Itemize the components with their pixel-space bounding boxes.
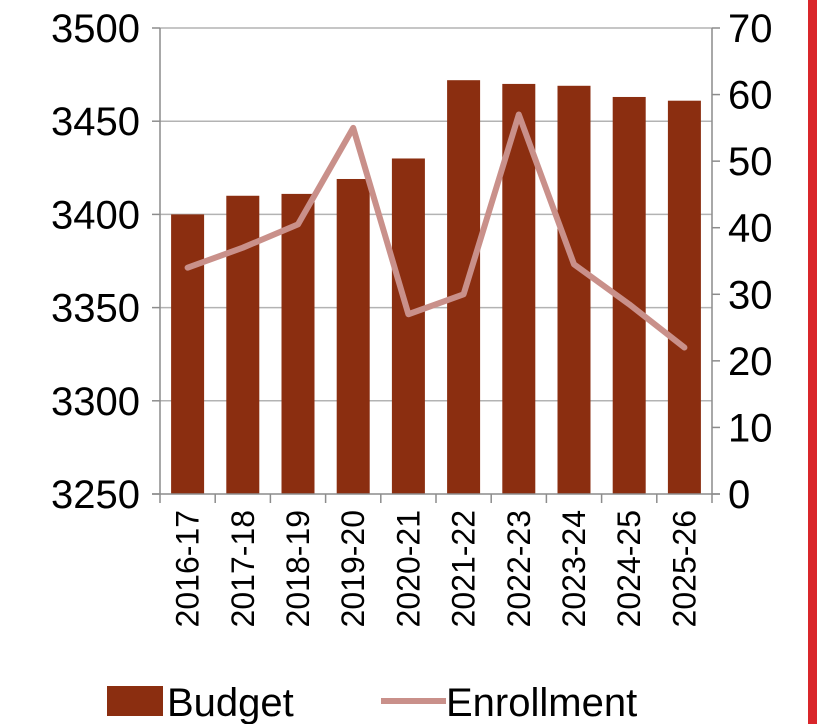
left-tick-label: 3300: [51, 380, 140, 424]
right-tick-label: 50: [728, 140, 773, 184]
left-tick-label: 3350: [51, 287, 140, 331]
x-axis-ticks: 2016-17 2017-18 2018-19 2019-20 2020-21 2021-…: [159, 494, 713, 627]
x-tick-label: 2017-18: [225, 510, 261, 627]
bar-2018-19: [281, 193, 315, 494]
bar-2019-20: [336, 178, 370, 494]
right-tick-label: 60: [728, 74, 773, 118]
right-tick-label: 10: [728, 406, 773, 450]
left-tick-label: 3400: [51, 193, 140, 237]
enrollment-line-layer: [184, 111, 688, 351]
x-tick-label: 2025-26: [666, 510, 702, 627]
x-tick-label: 2019-20: [335, 510, 371, 627]
enrollment-line: [184, 111, 688, 351]
legend: Budget Enrollment: [107, 681, 637, 724]
left-axis-ticks: 3250 3300 3350 3400 3450 3500: [51, 7, 160, 517]
x-tick-label: 2022-23: [501, 510, 537, 627]
right-tick-label: 20: [728, 340, 773, 384]
bar-2023-24: [557, 85, 591, 494]
right-tick-label: 40: [728, 207, 773, 251]
bar-2016-17: [171, 214, 205, 494]
right-tick-label: 0: [728, 473, 750, 517]
right-axis-ticks: 0 10 20 30 40 50 60 70: [712, 7, 773, 517]
x-tick-label: 2021-22: [446, 510, 482, 627]
accent-edge-bar: [808, 0, 817, 724]
legend-budget-swatch: [107, 686, 163, 716]
x-tick-label: 2023-24: [556, 510, 592, 627]
right-tick-label: 30: [728, 273, 773, 317]
x-tick-label: 2018-19: [280, 510, 316, 627]
left-tick-label: 3450: [51, 100, 140, 144]
legend-budget-label: Budget: [167, 681, 294, 724]
x-tick-label: 2020-21: [390, 510, 426, 627]
x-tick-label: 2016-17: [170, 510, 206, 627]
x-tick-label: 2024-25: [611, 510, 647, 627]
legend-enrollment-label: Enrollment: [446, 681, 637, 724]
bar-2020-21: [391, 158, 425, 495]
left-tick-label: 3500: [51, 7, 140, 51]
left-tick-label: 3250: [51, 473, 140, 517]
bar-2025-26: [667, 100, 701, 495]
right-tick-label: 70: [728, 7, 773, 51]
